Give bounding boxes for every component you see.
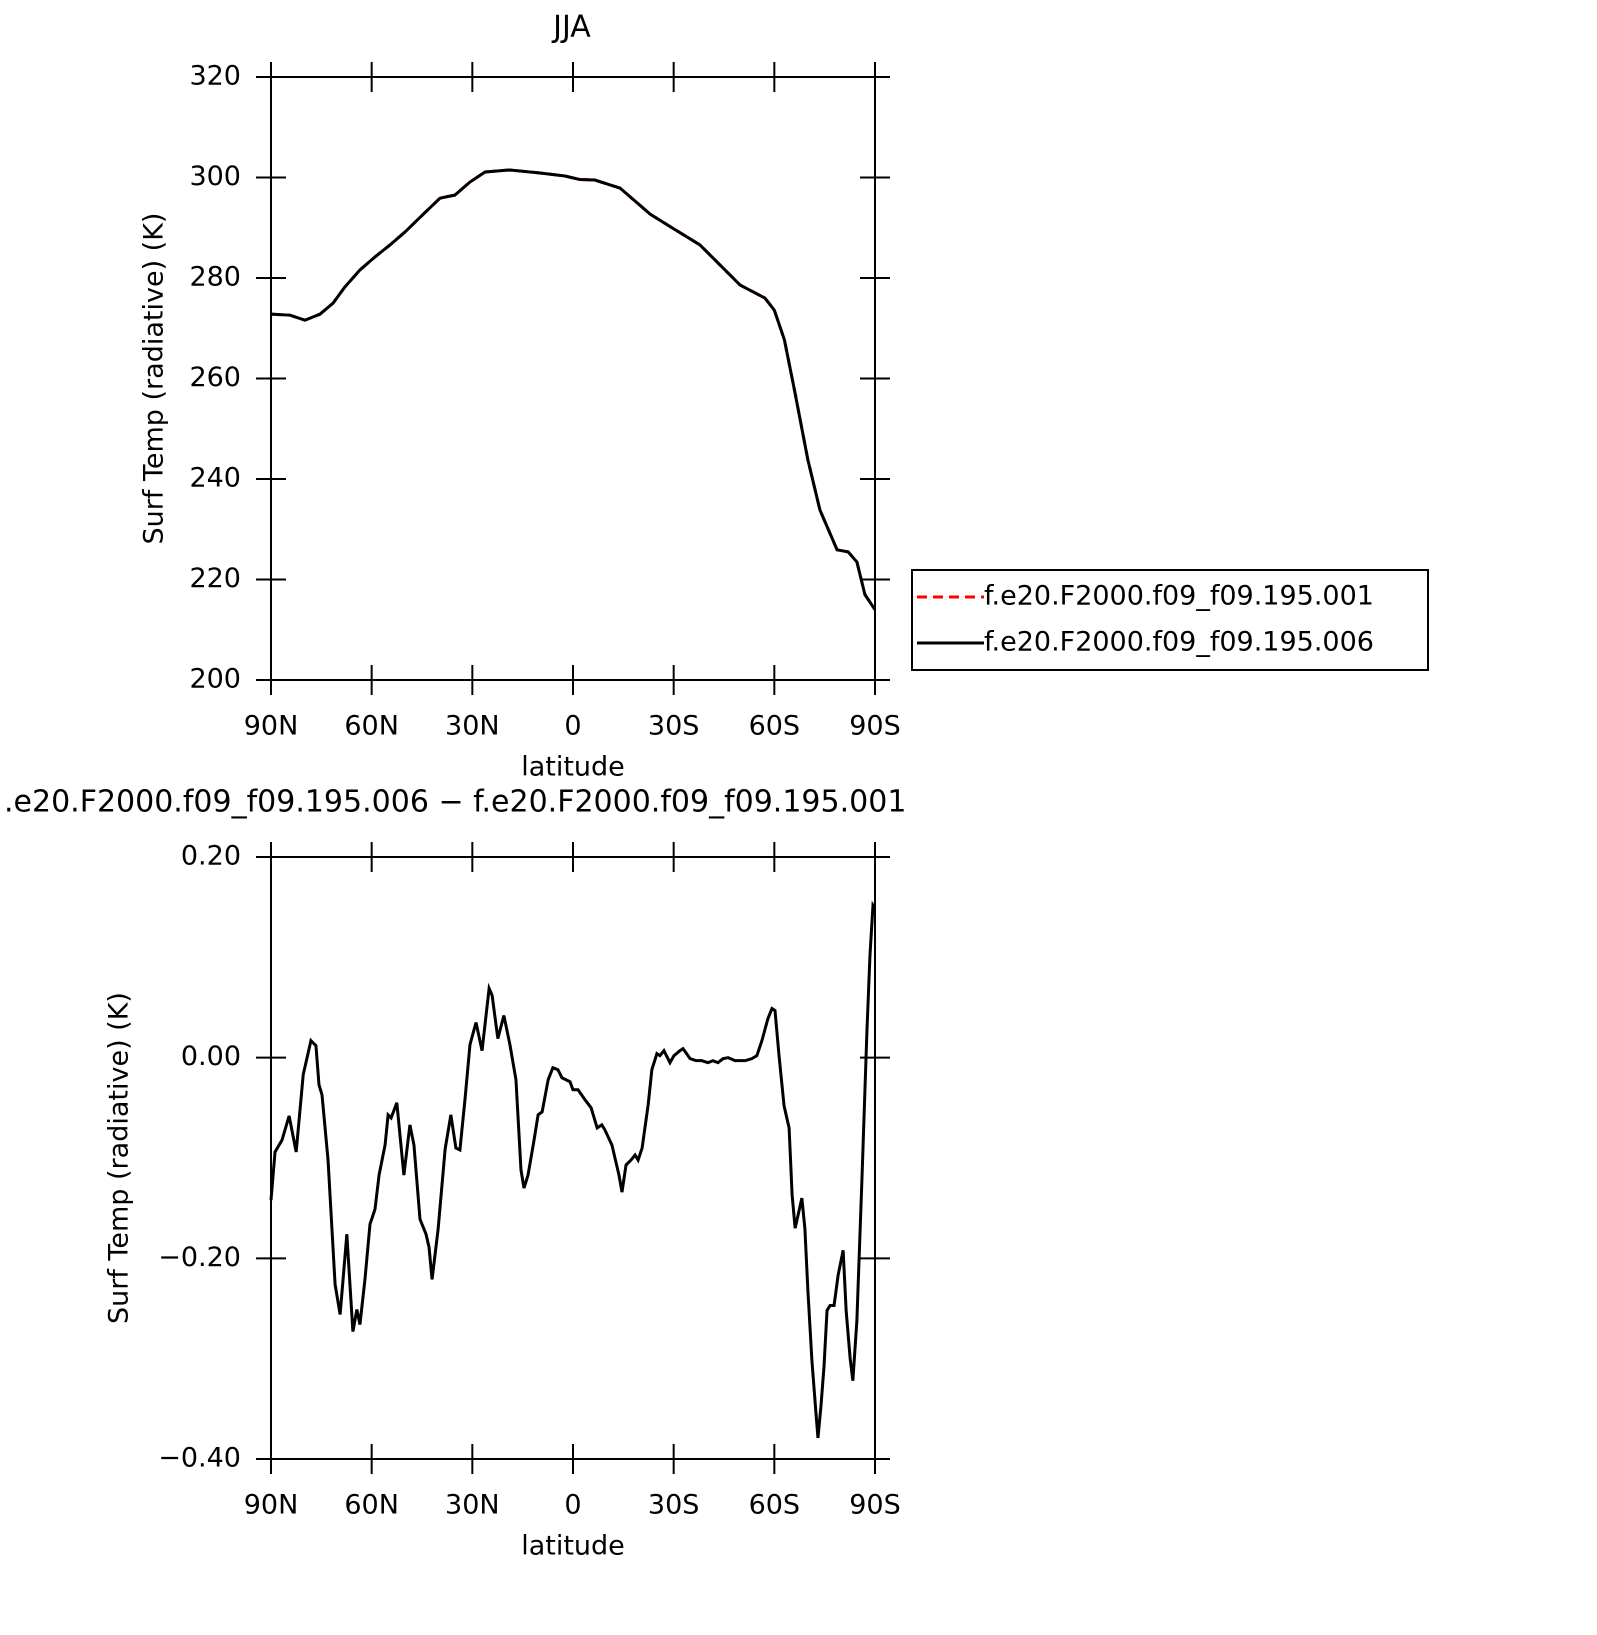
chart-title: .e20.F2000.f09_f09.195.006 − f.e20.F2000… [4, 785, 906, 820]
x-tick-label: 90N [244, 711, 299, 742]
y-axis-label: Surf Temp (radiative) (K) [104, 992, 135, 1324]
data-line [269, 900, 877, 1439]
x-tick-label: 30N [445, 711, 500, 742]
x-tick-label: 60N [344, 1490, 399, 1521]
y-tick-label: 300 [189, 161, 241, 192]
x-tick-label: 60S [749, 1490, 801, 1521]
legend-label: f.e20.F2000.f09_f09.195.006 [984, 627, 1374, 658]
x-axis-label: latitude [521, 1531, 625, 1562]
y-axis-label: Surf Temp (radiative) (K) [139, 213, 170, 545]
data-line [270, 168, 877, 611]
x-tick-label: 90N [244, 1490, 299, 1521]
x-tick-label: 0 [564, 1490, 581, 1521]
y-tick-label: 200 [189, 664, 241, 695]
x-tick-label: 60N [344, 711, 399, 742]
legend-box [911, 569, 1429, 671]
x-tick-label: 90S [849, 1490, 901, 1521]
y-tick-label: 220 [189, 563, 241, 594]
y-tick-label: 0.20 [181, 841, 241, 872]
y-tick-label: 240 [189, 463, 241, 494]
data-line [270, 168, 877, 611]
y-tick-label: 320 [189, 61, 241, 92]
plot-frame [270, 76, 876, 681]
x-tick-label: 30N [445, 1490, 500, 1521]
x-tick-label: 90S [849, 711, 901, 742]
x-tick-label: 30S [648, 1490, 700, 1521]
y-tick-label: 280 [189, 262, 241, 293]
plot-frame [270, 856, 876, 1460]
legend-label: f.e20.F2000.f09_f09.195.001 [984, 581, 1374, 612]
x-axis-label: latitude [521, 752, 625, 783]
y-tick-label: 0.00 [181, 1041, 241, 1072]
y-tick-label: −0.20 [158, 1242, 241, 1273]
x-tick-label: 0 [564, 711, 581, 742]
x-tick-label: 30S [648, 711, 700, 742]
y-tick-label: 260 [189, 362, 241, 393]
chart-title: JJA [551, 10, 591, 45]
x-tick-label: 60S [749, 711, 801, 742]
y-tick-label: −0.40 [158, 1443, 241, 1474]
